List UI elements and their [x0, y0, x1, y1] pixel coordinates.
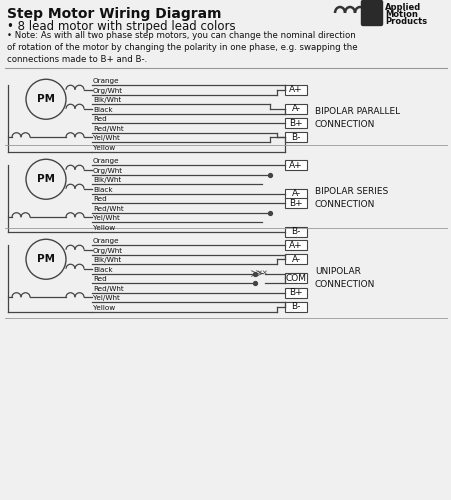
- FancyBboxPatch shape: [361, 0, 382, 25]
- Text: B+: B+: [289, 198, 302, 207]
- Text: B+: B+: [289, 118, 302, 128]
- Text: Orange: Orange: [93, 158, 120, 164]
- Bar: [285, 85, 306, 95]
- Text: Yel/Wht: Yel/Wht: [93, 215, 120, 221]
- Text: PM: PM: [37, 254, 55, 264]
- Text: B+: B+: [289, 288, 302, 297]
- Text: Yellow: Yellow: [93, 304, 115, 310]
- Text: BIPOLAR PARALLEL
CONNECTION: BIPOLAR PARALLEL CONNECTION: [314, 108, 399, 129]
- Text: Black: Black: [93, 266, 112, 272]
- Text: Blk/Wht: Blk/Wht: [93, 177, 121, 183]
- Text: Yellow: Yellow: [93, 144, 115, 150]
- Bar: [285, 254, 306, 264]
- Text: • 8 lead motor with striped lead colors: • 8 lead motor with striped lead colors: [7, 20, 235, 33]
- Bar: [285, 288, 306, 298]
- Text: Red: Red: [93, 196, 106, 202]
- Bar: [285, 160, 306, 170]
- Text: UNIPOLAR
CONNECTION: UNIPOLAR CONNECTION: [314, 268, 374, 289]
- Bar: [285, 273, 306, 283]
- Text: Org/Wht: Org/Wht: [93, 88, 123, 94]
- Text: ✕✕: ✕✕: [255, 270, 267, 276]
- Text: Org/Wht: Org/Wht: [93, 168, 123, 173]
- Text: Products: Products: [384, 17, 426, 26]
- Bar: [285, 188, 306, 198]
- Bar: [285, 302, 306, 312]
- Text: A-: A-: [291, 189, 300, 198]
- Text: A+: A+: [289, 240, 302, 250]
- Text: COM: COM: [285, 274, 306, 283]
- Bar: [285, 226, 306, 236]
- Text: Orange: Orange: [93, 78, 120, 84]
- Text: Red/Wht: Red/Wht: [93, 206, 124, 212]
- Text: Applied: Applied: [384, 3, 420, 12]
- Text: Black: Black: [93, 106, 112, 112]
- Text: Blk/Wht: Blk/Wht: [93, 97, 121, 103]
- Text: Red: Red: [93, 116, 106, 122]
- Text: Black: Black: [93, 186, 112, 192]
- Text: B-: B-: [290, 132, 300, 142]
- Bar: [285, 240, 306, 250]
- Text: B-: B-: [290, 227, 300, 236]
- Text: A+: A+: [289, 160, 302, 170]
- Text: Orange: Orange: [93, 238, 120, 244]
- Text: Red/Wht: Red/Wht: [93, 286, 124, 292]
- Text: A-: A-: [291, 104, 300, 114]
- Text: Yellow: Yellow: [93, 224, 115, 230]
- Text: B-: B-: [290, 302, 300, 311]
- Text: Org/Wht: Org/Wht: [93, 248, 123, 254]
- Text: A-: A-: [291, 255, 300, 264]
- Text: Motion: Motion: [384, 10, 417, 19]
- Text: A+: A+: [289, 86, 302, 94]
- Bar: [285, 132, 306, 142]
- Text: PM: PM: [37, 174, 55, 184]
- Bar: [285, 198, 306, 208]
- Text: Step Motor Wiring Diagram: Step Motor Wiring Diagram: [7, 7, 221, 21]
- Bar: [285, 104, 306, 114]
- Text: PM: PM: [37, 94, 55, 104]
- Text: Red: Red: [93, 276, 106, 282]
- Text: Red/Wht: Red/Wht: [93, 126, 124, 132]
- Text: Blk/Wht: Blk/Wht: [93, 257, 121, 263]
- Text: • Note: As with all two phase step motors, you can change the nominal direction
: • Note: As with all two phase step motor…: [7, 31, 357, 64]
- Text: Yel/Wht: Yel/Wht: [93, 295, 120, 301]
- Text: Yel/Wht: Yel/Wht: [93, 135, 120, 141]
- Bar: [285, 118, 306, 128]
- Text: BIPOLAR SERIES
CONNECTION: BIPOLAR SERIES CONNECTION: [314, 188, 387, 209]
